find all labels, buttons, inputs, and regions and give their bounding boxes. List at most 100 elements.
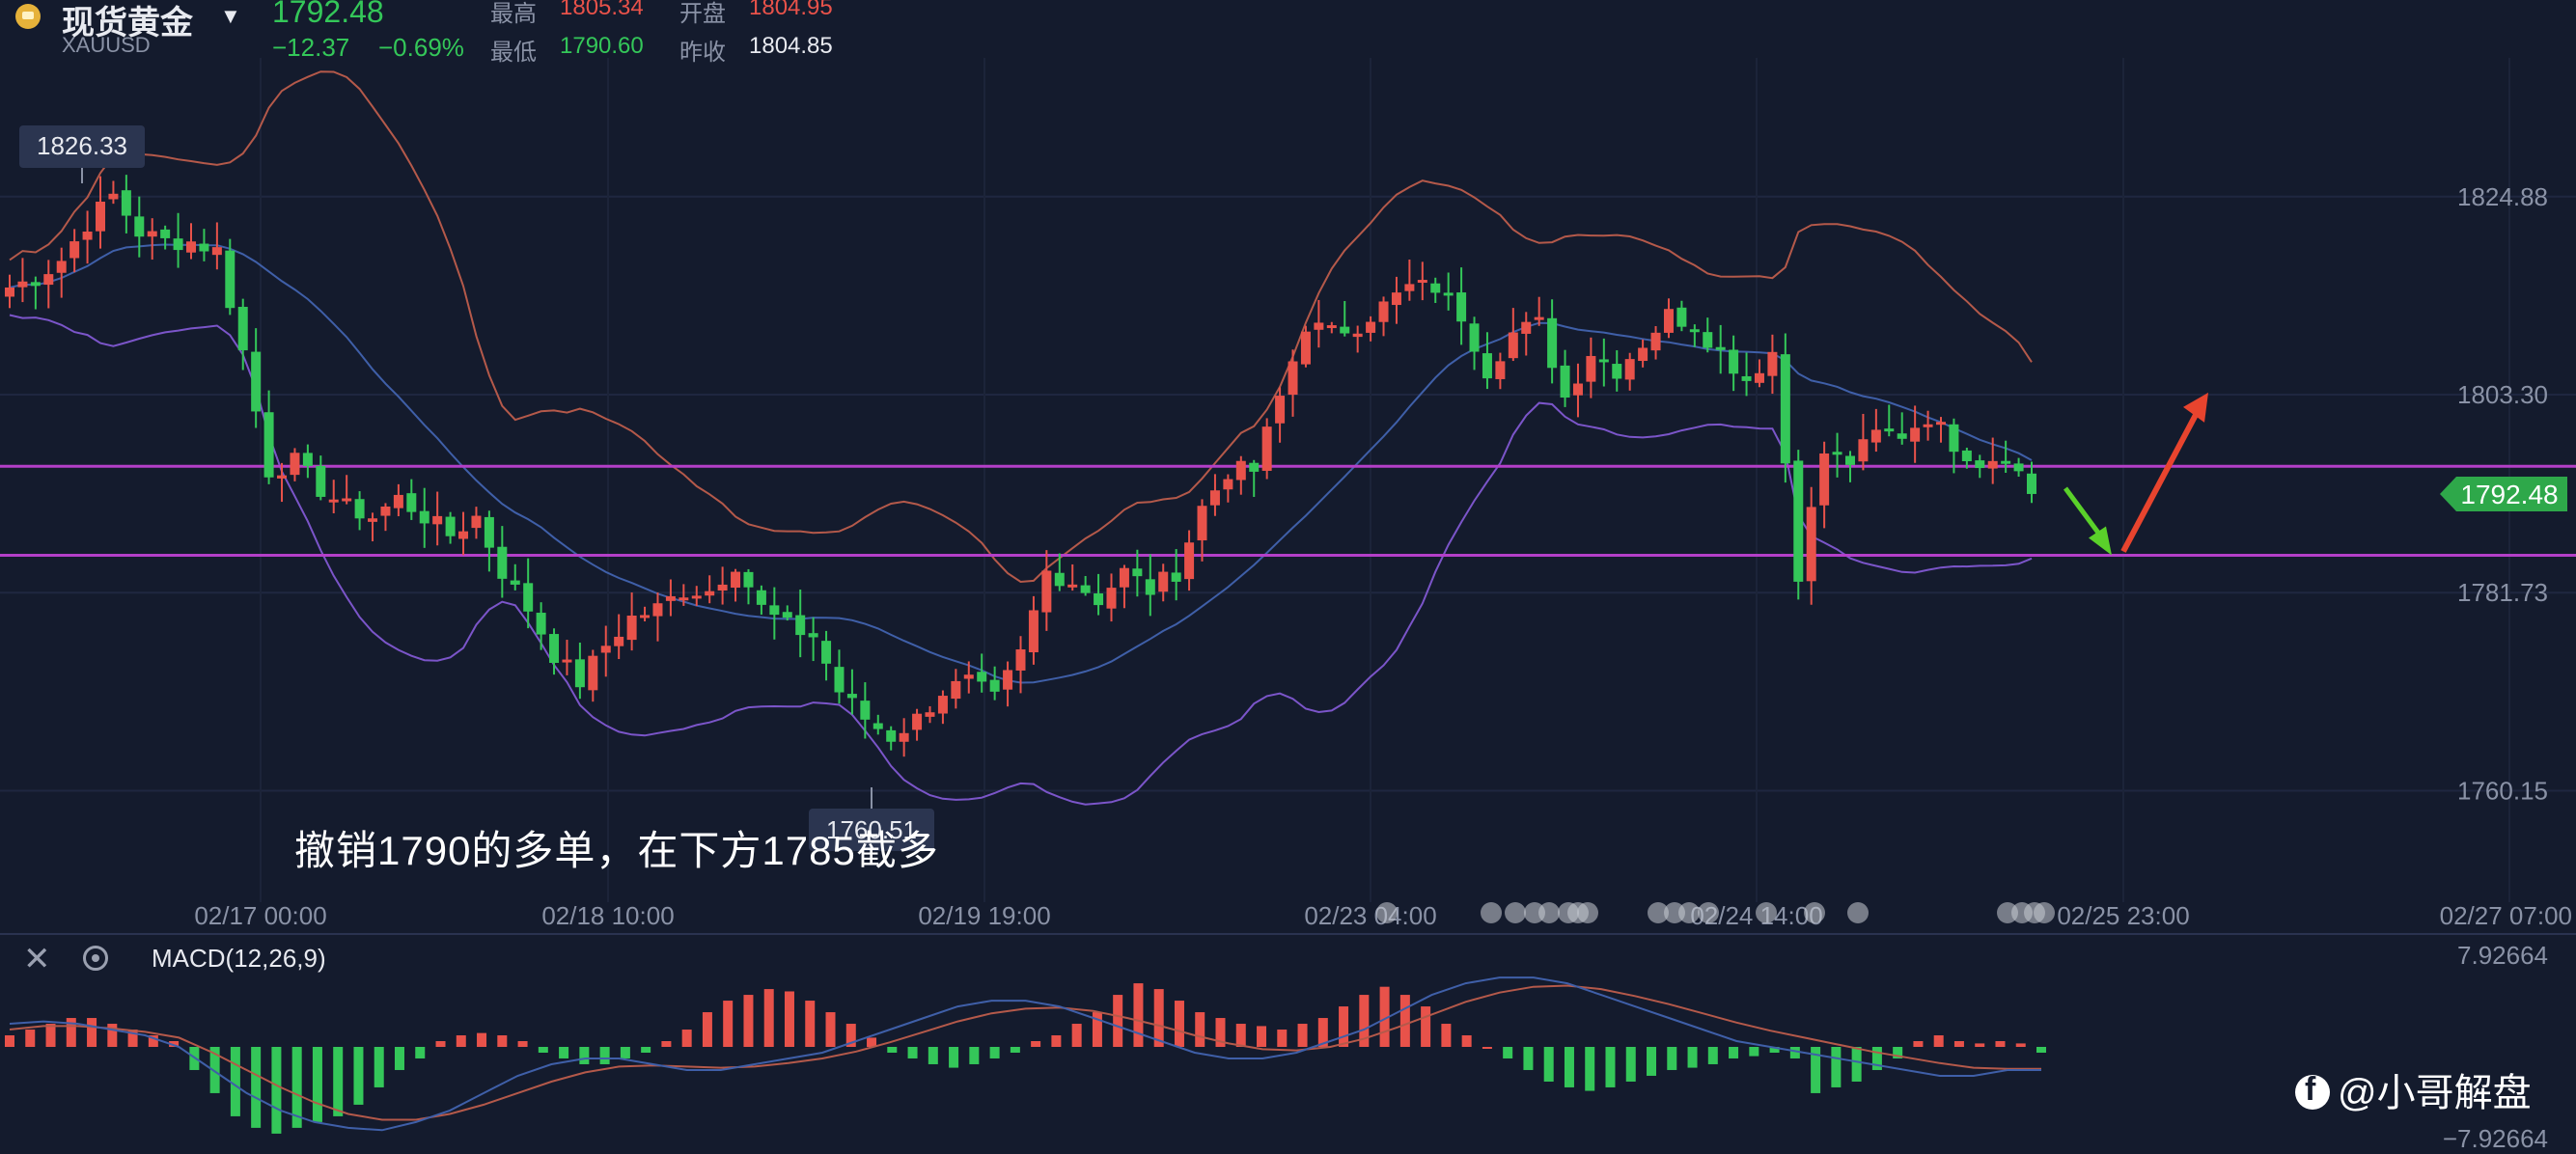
candle-body <box>717 584 728 591</box>
candle-body <box>277 475 288 479</box>
candles <box>5 175 2036 757</box>
event-dot <box>1648 902 1669 923</box>
chevron-down-icon[interactable]: ▼ <box>220 4 241 28</box>
candle-body <box>536 613 546 635</box>
y-tick-label: 1803.30 <box>2457 380 2548 409</box>
candle-body <box>5 287 14 297</box>
macd-histogram-bar <box>845 1024 856 1047</box>
candle-body <box>1844 455 1855 465</box>
candle-body <box>1780 354 1790 464</box>
macd-histogram-bar <box>209 1047 220 1093</box>
low-label: 最低 <box>490 40 537 66</box>
macd-histogram-bar <box>291 1047 302 1128</box>
candle-body <box>160 229 171 238</box>
macd-histogram-bar <box>1851 1047 1862 1082</box>
close-icon[interactable]: ✕ <box>23 941 51 977</box>
candle-body <box>1650 332 1661 351</box>
candle-body <box>588 655 598 691</box>
candle-body <box>484 516 494 548</box>
candle-body <box>1638 347 1648 362</box>
macd-histogram-bar <box>1010 1047 1020 1053</box>
candle-body <box>1884 428 1895 432</box>
candle-body <box>1366 321 1376 333</box>
candle-body <box>134 216 145 237</box>
eye-icon[interactable] <box>83 946 108 971</box>
macd-histogram-bar <box>1339 1006 1349 1047</box>
candle-body <box>497 546 508 579</box>
macd-signal-line <box>9 984 2041 1121</box>
candle-body <box>808 633 818 638</box>
macd-histogram-bar <box>374 1047 384 1087</box>
candle-body <box>899 732 909 742</box>
macd-histogram-bar <box>1195 1012 1205 1047</box>
macd-histogram-bar <box>1543 1047 1554 1082</box>
candle-body <box>886 729 897 742</box>
macd-histogram-bar <box>1953 1041 1964 1047</box>
low-marker: 1760.51 <box>809 787 934 852</box>
macd-histogram-bar <box>353 1047 364 1105</box>
arrow-up-shaft <box>2120 413 2199 553</box>
candle-body <box>1832 452 1842 455</box>
macd-histogram-bar <box>1482 1047 1492 1049</box>
candle-body <box>237 306 248 351</box>
event-dot <box>2034 902 2055 923</box>
instrument-name[interactable]: 现货黄金 <box>62 5 193 41</box>
macd-histogram-bar <box>477 1032 487 1047</box>
watermark-text: @小哥解盘 <box>2338 1072 2532 1114</box>
candle-body <box>1819 453 1830 506</box>
candle-body <box>1806 507 1816 582</box>
high-marker-box <box>19 125 145 169</box>
candle-body <box>1624 359 1635 380</box>
candle-body <box>1469 323 1480 352</box>
candle-body <box>17 281 28 288</box>
candle-body <box>1275 396 1286 424</box>
candle-body <box>419 510 429 524</box>
candle-body <box>96 202 106 232</box>
candle-body <box>316 465 326 497</box>
macd-histogram-bar <box>1503 1047 1513 1058</box>
annotation-text: 撤销1790的多单，在下方1785截多 <box>294 828 939 873</box>
bollinger-upper-band <box>9 70 2033 584</box>
candle-body <box>1560 365 1570 398</box>
candle-body <box>1663 309 1674 333</box>
macd-histogram-bar <box>1913 1041 1924 1047</box>
candle-body <box>1054 572 1065 587</box>
open-value: 1804.95 <box>749 0 833 20</box>
macd-histogram-bar <box>2015 1043 2026 1047</box>
watermark: @小哥解盘 <box>2295 1061 2532 1117</box>
candle-body <box>393 494 403 508</box>
candle-body <box>445 516 456 536</box>
macd-histogram-bar <box>1092 1012 1102 1047</box>
candle-body <box>1417 280 1427 284</box>
macd-histogram-bar <box>1769 1047 1780 1053</box>
candle-body <box>912 713 923 730</box>
macd-histogram-bar <box>148 1035 158 1047</box>
candle-body <box>1689 329 1700 333</box>
candle-body <box>1003 670 1013 690</box>
candle-body <box>1961 450 1972 461</box>
candle-body <box>1378 301 1389 322</box>
candle-body <box>860 701 871 720</box>
candle-body <box>302 453 313 466</box>
bollinger-lower-band <box>9 314 2033 806</box>
macd-histogram-bar <box>5 1035 14 1047</box>
macd-histogram-bar <box>169 1041 180 1047</box>
candle-body <box>432 515 443 525</box>
macd-histogram-bar <box>497 1035 508 1047</box>
last-price: 1792.48 <box>272 0 384 29</box>
gold-coin-icon <box>15 4 41 29</box>
candle-body <box>549 634 560 664</box>
candle-body <box>1015 649 1026 671</box>
macd-histogram-bar <box>763 989 774 1047</box>
macd-histogram-bar <box>45 1024 56 1047</box>
candle-body <box>1572 383 1583 396</box>
candle-body <box>1041 570 1052 613</box>
candle-body <box>1300 331 1311 365</box>
macd-histogram-bar <box>394 1047 404 1070</box>
macd-histogram-bar <box>1995 1041 2006 1047</box>
macd-histogram-bar <box>1729 1047 1739 1058</box>
price-change: −12.37 <box>272 33 350 62</box>
macd-histogram-bar <box>1071 1024 1082 1047</box>
candle-body <box>834 667 845 693</box>
